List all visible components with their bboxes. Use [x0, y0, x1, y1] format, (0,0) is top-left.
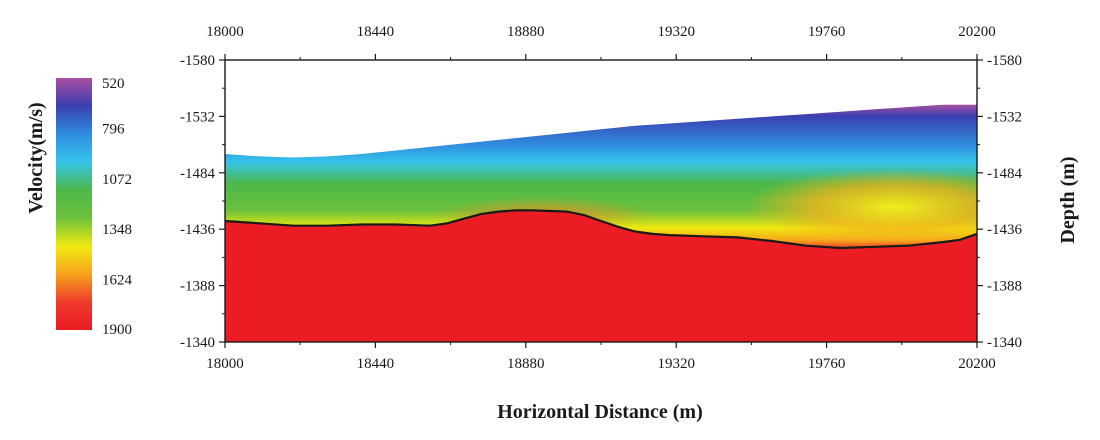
x-axis-label: Horizontal Distance (m): [497, 401, 703, 423]
interface-line: [225, 209, 977, 250]
x-tick-label-top: 18000: [206, 24, 244, 40]
x-tick-label-top: 18880: [507, 24, 545, 40]
high-velocity-basement: [225, 210, 977, 342]
x-tick-label-bottom: 18440: [357, 356, 395, 372]
x-tick-label-bottom: 18000: [206, 356, 244, 372]
y-tick-label-right: -1484: [987, 166, 1022, 182]
y-tick-label-left: -1436: [180, 222, 215, 238]
y-tick-label-right: -1340: [987, 335, 1022, 351]
yellow-anomaly: [744, 168, 977, 245]
x-tick-label-bottom: 19320: [657, 356, 695, 372]
colorbar-tick-label: 1348: [102, 222, 132, 238]
y-tick-label-left: -1484: [180, 166, 215, 182]
y-axis-label: Depth (m): [1057, 156, 1079, 243]
y-tick-label-right: -1388: [987, 279, 1022, 295]
x-tick-label-top: 19760: [808, 24, 846, 40]
y-tick-label-right: -1580: [987, 53, 1022, 69]
colorbar-tick-label: 1624: [102, 273, 133, 289]
y-tick-label-right: -1436: [987, 222, 1022, 238]
colorbar-tick-label: 1900: [102, 322, 132, 338]
colorbar-tick-label: 1072: [102, 172, 132, 188]
colorbar-gradient: [56, 78, 92, 330]
x-tick-label-bottom: 20200: [958, 356, 996, 372]
axes: 18000 18000 18440 18440 18880 18880 19320 19320…: [180, 24, 1022, 372]
plot-area: [225, 60, 977, 342]
x-tick-label-top: 19320: [657, 24, 695, 40]
x-tick-label-bottom: 18880: [507, 356, 545, 372]
colorbar-label: Velocity(m/s): [25, 102, 47, 213]
colorbar: 520 796 1072 1348 1624 1900: [56, 76, 133, 338]
colorbar-tick-label: 796: [102, 121, 125, 137]
colorbar-tick-label: 520: [102, 76, 125, 92]
x-tick-label-bottom: 19760: [808, 356, 846, 372]
x-tick-label-top: 18440: [357, 24, 395, 40]
y-tick-label-left: -1388: [180, 279, 215, 295]
velocity-field: [225, 104, 977, 342]
y-tick-label-right: -1532: [987, 109, 1022, 125]
y-tick-label-left: -1580: [180, 53, 215, 69]
y-tick-label-left: -1532: [180, 109, 215, 125]
y-tick-label-left: -1340: [180, 335, 215, 351]
x-tick-label-top: 20200: [958, 24, 996, 40]
